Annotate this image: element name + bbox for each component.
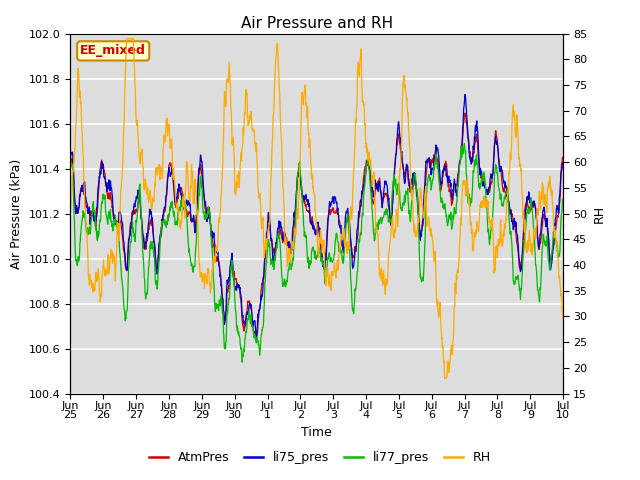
Y-axis label: Air Pressure (kPa): Air Pressure (kPa) — [10, 158, 24, 269]
Legend: AtmPres, li75_pres, li77_pres, RH: AtmPres, li75_pres, li77_pres, RH — [144, 446, 496, 469]
Text: EE_mixed: EE_mixed — [80, 44, 146, 58]
X-axis label: Time: Time — [301, 426, 332, 439]
Y-axis label: RH: RH — [593, 204, 605, 223]
Title: Air Pressure and RH: Air Pressure and RH — [241, 16, 393, 31]
